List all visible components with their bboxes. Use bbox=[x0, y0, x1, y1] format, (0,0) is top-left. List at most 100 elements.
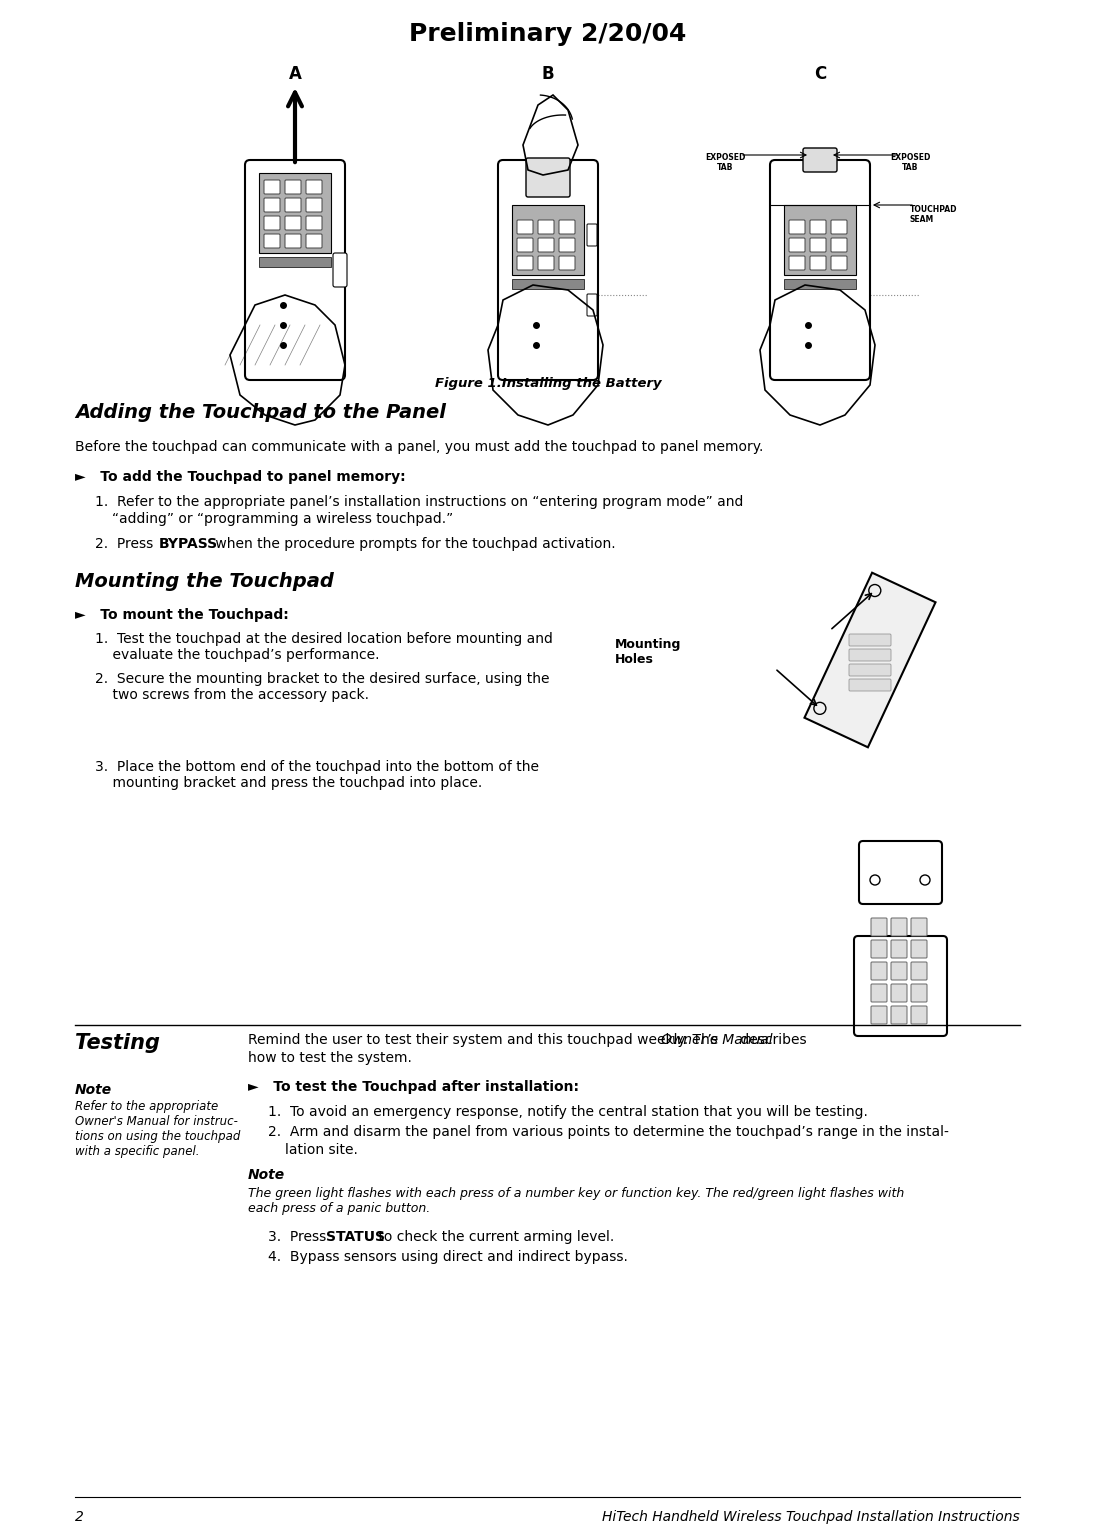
FancyBboxPatch shape bbox=[891, 940, 907, 958]
Text: Note: Note bbox=[75, 1083, 112, 1097]
Text: “adding” or “programming a wireless touchpad.”: “adding” or “programming a wireless touc… bbox=[112, 512, 454, 526]
FancyBboxPatch shape bbox=[831, 220, 847, 234]
FancyBboxPatch shape bbox=[306, 234, 322, 248]
FancyBboxPatch shape bbox=[770, 160, 870, 380]
FancyBboxPatch shape bbox=[891, 918, 907, 937]
FancyBboxPatch shape bbox=[264, 234, 279, 248]
Text: 2.  Secure the mounting bracket to the desired surface, using the
    two screws: 2. Secure the mounting bracket to the de… bbox=[95, 672, 549, 703]
FancyBboxPatch shape bbox=[871, 918, 887, 937]
FancyBboxPatch shape bbox=[911, 984, 927, 1001]
FancyBboxPatch shape bbox=[810, 255, 826, 271]
Text: Mounting
Holes: Mounting Holes bbox=[615, 638, 682, 666]
FancyBboxPatch shape bbox=[810, 238, 826, 252]
FancyBboxPatch shape bbox=[849, 664, 891, 677]
FancyBboxPatch shape bbox=[498, 160, 598, 380]
Text: 3.  Press: 3. Press bbox=[269, 1230, 331, 1244]
FancyBboxPatch shape bbox=[517, 255, 533, 271]
FancyBboxPatch shape bbox=[285, 234, 301, 248]
FancyBboxPatch shape bbox=[789, 238, 804, 252]
Text: Refer to the appropriate
Owner's Manual for instruc-
tions on using the touchpad: Refer to the appropriate Owner's Manual … bbox=[75, 1100, 240, 1158]
FancyBboxPatch shape bbox=[911, 918, 927, 937]
Text: 2.  Press: 2. Press bbox=[95, 537, 158, 551]
Text: describes: describes bbox=[737, 1034, 807, 1047]
Text: Mounting the Touchpad: Mounting the Touchpad bbox=[75, 572, 334, 591]
Text: ►   To test the Touchpad after installation:: ► To test the Touchpad after installatio… bbox=[248, 1080, 579, 1094]
FancyBboxPatch shape bbox=[306, 215, 322, 231]
Bar bbox=[259, 257, 331, 268]
Text: 3.  Place the bottom end of the touchpad into the bottom of the
    mounting bra: 3. Place the bottom end of the touchpad … bbox=[95, 760, 539, 791]
Bar bbox=[784, 205, 856, 275]
FancyBboxPatch shape bbox=[526, 158, 570, 197]
FancyBboxPatch shape bbox=[854, 937, 947, 1037]
Text: EXPOSED
TAB: EXPOSED TAB bbox=[890, 152, 931, 172]
Text: A: A bbox=[288, 65, 301, 83]
Text: Testing: Testing bbox=[75, 1034, 160, 1054]
FancyBboxPatch shape bbox=[517, 220, 533, 234]
FancyBboxPatch shape bbox=[891, 984, 907, 1001]
Text: 1.  Test the touchpad at the desired location before mounting and
    evaluate t: 1. Test the touchpad at the desired loca… bbox=[95, 632, 552, 663]
FancyBboxPatch shape bbox=[911, 1006, 927, 1024]
FancyBboxPatch shape bbox=[559, 255, 575, 271]
Text: to check the current arming level.: to check the current arming level. bbox=[374, 1230, 614, 1244]
Text: TOUCHPAD
SEAM: TOUCHPAD SEAM bbox=[910, 205, 958, 225]
Text: Note: Note bbox=[248, 1167, 285, 1183]
FancyBboxPatch shape bbox=[587, 294, 597, 315]
Bar bbox=[784, 278, 856, 289]
Text: when the procedure prompts for the touchpad activation.: when the procedure prompts for the touch… bbox=[212, 537, 616, 551]
FancyBboxPatch shape bbox=[789, 220, 804, 234]
FancyBboxPatch shape bbox=[849, 649, 891, 661]
Text: C: C bbox=[814, 65, 826, 83]
FancyBboxPatch shape bbox=[789, 255, 804, 271]
FancyBboxPatch shape bbox=[285, 198, 301, 212]
FancyBboxPatch shape bbox=[849, 634, 891, 646]
Polygon shape bbox=[804, 572, 936, 747]
Text: The green light flashes with each press of a number key or function key. The red: The green light flashes with each press … bbox=[248, 1187, 904, 1215]
Text: BYPASS: BYPASS bbox=[159, 537, 218, 551]
Text: Owner’s Manual: Owner’s Manual bbox=[661, 1034, 773, 1047]
FancyBboxPatch shape bbox=[849, 678, 891, 691]
Text: Figure 1.Installing the Battery: Figure 1.Installing the Battery bbox=[435, 377, 661, 391]
FancyBboxPatch shape bbox=[538, 255, 553, 271]
Text: Adding the Touchpad to the Panel: Adding the Touchpad to the Panel bbox=[75, 403, 446, 421]
Text: Before the touchpad can communicate with a panel, you must add the touchpad to p: Before the touchpad can communicate with… bbox=[75, 440, 764, 454]
FancyBboxPatch shape bbox=[538, 220, 553, 234]
Text: 2.  Arm and disarm the panel from various points to determine the touchpad’s ran: 2. Arm and disarm the panel from various… bbox=[269, 1124, 949, 1140]
Text: 2: 2 bbox=[75, 1510, 84, 1524]
FancyBboxPatch shape bbox=[246, 160, 345, 380]
FancyBboxPatch shape bbox=[333, 252, 347, 288]
FancyBboxPatch shape bbox=[803, 148, 837, 172]
Text: ►   To add the Touchpad to panel memory:: ► To add the Touchpad to panel memory: bbox=[75, 471, 406, 484]
Text: 1.  To avoid an emergency response, notify the central station that you will be : 1. To avoid an emergency response, notif… bbox=[269, 1104, 868, 1120]
FancyBboxPatch shape bbox=[891, 961, 907, 980]
Text: STATUS: STATUS bbox=[326, 1230, 385, 1244]
Text: Remind the user to test their system and this touchpad weekly. The: Remind the user to test their system and… bbox=[248, 1034, 722, 1047]
FancyBboxPatch shape bbox=[891, 1006, 907, 1024]
FancyBboxPatch shape bbox=[264, 180, 279, 194]
FancyBboxPatch shape bbox=[517, 238, 533, 252]
Text: HiTech Handheld Wireless Touchpad Installation Instructions: HiTech Handheld Wireless Touchpad Instal… bbox=[602, 1510, 1020, 1524]
FancyBboxPatch shape bbox=[285, 180, 301, 194]
FancyBboxPatch shape bbox=[871, 961, 887, 980]
FancyBboxPatch shape bbox=[306, 180, 322, 194]
FancyBboxPatch shape bbox=[871, 940, 887, 958]
FancyBboxPatch shape bbox=[285, 215, 301, 231]
Text: ►   To mount the Touchpad:: ► To mount the Touchpad: bbox=[75, 608, 288, 621]
FancyBboxPatch shape bbox=[911, 940, 927, 958]
FancyBboxPatch shape bbox=[871, 984, 887, 1001]
FancyBboxPatch shape bbox=[306, 198, 322, 212]
Bar bbox=[512, 205, 584, 275]
Text: B: B bbox=[541, 65, 555, 83]
FancyBboxPatch shape bbox=[559, 238, 575, 252]
Text: Preliminary 2/20/04: Preliminary 2/20/04 bbox=[409, 22, 687, 46]
FancyBboxPatch shape bbox=[538, 238, 553, 252]
Text: how to test the system.: how to test the system. bbox=[248, 1050, 412, 1064]
FancyBboxPatch shape bbox=[264, 215, 279, 231]
Bar bbox=[259, 172, 331, 252]
Text: lation site.: lation site. bbox=[285, 1143, 358, 1157]
Text: 4.  Bypass sensors using direct and indirect bypass.: 4. Bypass sensors using direct and indir… bbox=[269, 1250, 628, 1264]
FancyBboxPatch shape bbox=[831, 255, 847, 271]
FancyBboxPatch shape bbox=[264, 198, 279, 212]
FancyBboxPatch shape bbox=[587, 225, 597, 246]
FancyBboxPatch shape bbox=[859, 841, 941, 904]
Text: 1.  Refer to the appropriate panel’s installation instructions on “entering prog: 1. Refer to the appropriate panel’s inst… bbox=[95, 495, 743, 509]
